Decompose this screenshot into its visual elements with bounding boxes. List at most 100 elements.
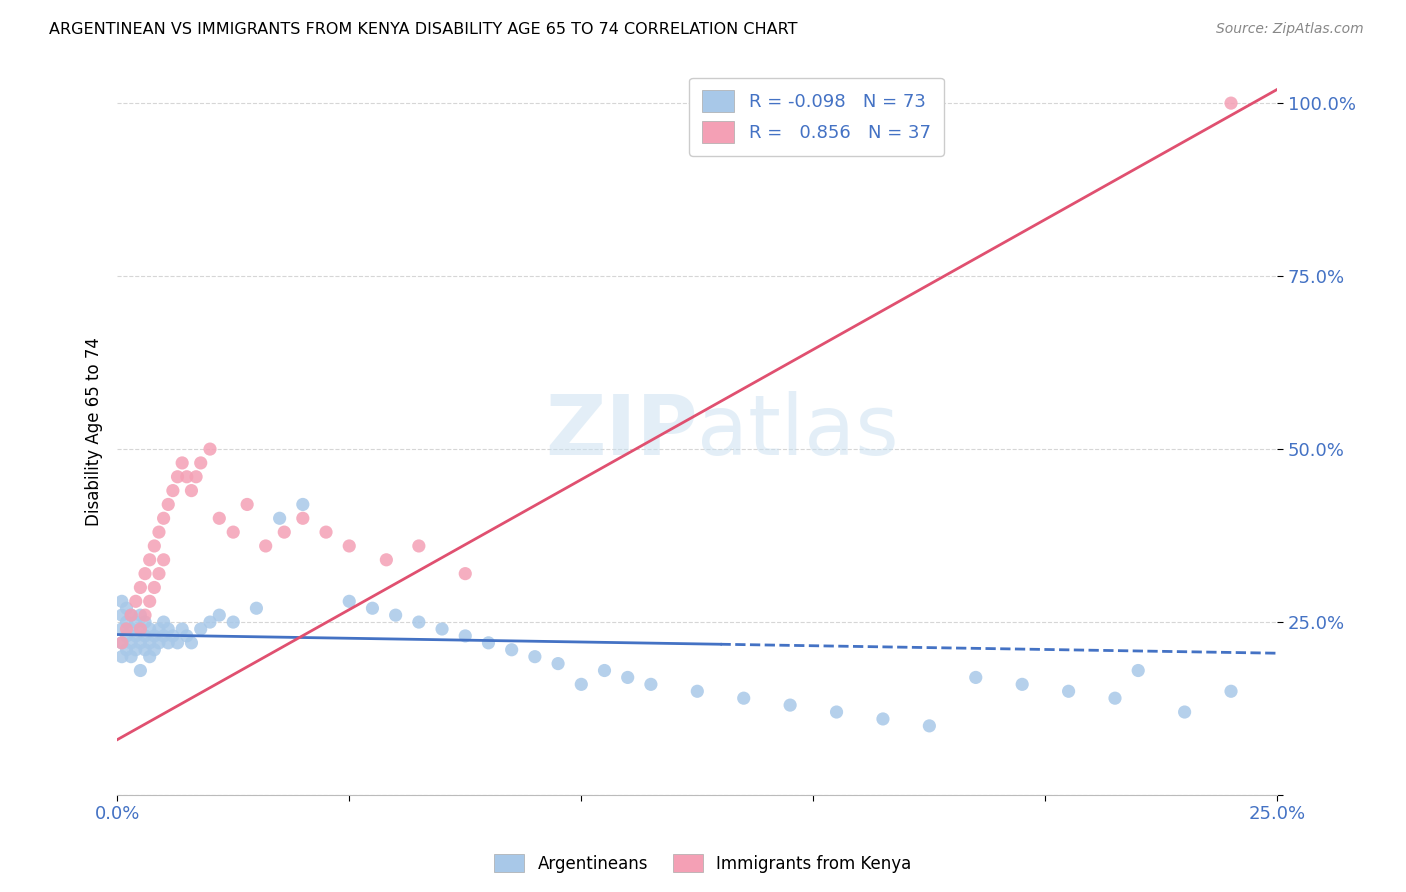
Point [236,498,259,512]
Point [143,629,166,643]
Point [166,469,188,483]
Point [176,469,198,483]
Point [222,525,245,540]
Point [125,594,148,608]
Point [184,469,207,483]
Point [138,594,160,608]
Point [172,622,194,636]
Point [148,622,170,636]
Point [152,629,174,643]
Point [825,705,848,719]
Point [454,629,477,643]
Point [111,622,134,636]
Point [115,615,138,629]
Point [148,566,170,581]
Point [523,649,546,664]
Point [1174,705,1197,719]
Point [120,636,142,650]
Point [111,649,134,664]
Point [115,601,138,615]
Point [686,684,709,698]
Point [454,566,477,581]
Point [361,601,384,615]
Legend: Argentineans, Immigrants from Kenya: Argentineans, Immigrants from Kenya [488,847,918,880]
Point [315,525,337,540]
Point [190,456,212,470]
Point [430,622,453,636]
Point [1220,96,1243,111]
Point [291,498,314,512]
Point [291,511,314,525]
Point [134,615,156,629]
Point [152,511,174,525]
Point [408,615,430,629]
Point [120,608,142,623]
Point [779,698,801,712]
Point [138,649,160,664]
Point [965,670,987,684]
Text: Source: ZipAtlas.com: Source: ZipAtlas.com [1216,22,1364,37]
Point [138,622,160,636]
Point [129,581,152,595]
Point [143,642,166,657]
Point [134,566,156,581]
Point [143,581,166,595]
Point [129,664,152,678]
Point [125,642,148,657]
Point [162,483,184,498]
Point [593,664,616,678]
Point [269,511,291,525]
Point [222,615,245,629]
Point [125,629,148,643]
Point [190,622,212,636]
Point [148,525,170,540]
Point [111,636,134,650]
Point [337,539,360,553]
Point [1128,664,1150,678]
Point [120,622,142,636]
Point [129,622,152,636]
Legend: R = -0.098   N = 73, R =   0.856   N = 37: R = -0.098 N = 73, R = 0.856 N = 37 [689,78,943,156]
Point [152,553,174,567]
Point [733,691,755,706]
Point [198,442,221,456]
Point [872,712,894,726]
Point [157,498,180,512]
Point [180,483,202,498]
Point [375,553,398,567]
Point [198,615,221,629]
Point [157,622,180,636]
Point [180,636,202,650]
Point [166,636,188,650]
Point [1057,684,1080,698]
Point [138,553,160,567]
Point [129,636,152,650]
Point [501,642,523,657]
Point [129,608,152,623]
Point [111,636,134,650]
Point [569,677,592,691]
Point [477,636,499,650]
Point [134,608,156,623]
Point [111,608,134,623]
Point [152,615,174,629]
Point [115,622,138,636]
Point [640,677,662,691]
Point [129,622,152,636]
Point [547,657,569,671]
Point [254,539,277,553]
Point [176,629,198,643]
Point [115,629,138,643]
Y-axis label: Disability Age 65 to 74: Disability Age 65 to 74 [86,337,103,526]
Point [115,642,138,657]
Point [162,629,184,643]
Point [134,629,156,643]
Point [1104,691,1126,706]
Text: atlas: atlas [697,392,898,472]
Point [120,608,142,623]
Point [157,636,180,650]
Point [148,636,170,650]
Point [125,615,148,629]
Point [111,594,134,608]
Point [616,670,638,684]
